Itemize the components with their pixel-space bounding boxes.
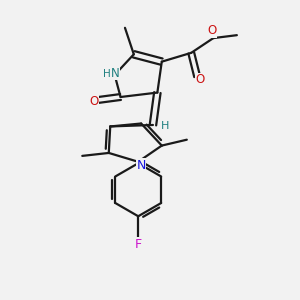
Text: F: F	[135, 238, 142, 251]
Text: N: N	[111, 67, 120, 80]
Text: O: O	[207, 24, 217, 37]
Text: H: H	[160, 122, 169, 131]
Text: O: O	[195, 74, 205, 86]
Text: N: N	[136, 159, 146, 172]
Text: H: H	[103, 69, 111, 79]
Text: O: O	[89, 95, 99, 108]
